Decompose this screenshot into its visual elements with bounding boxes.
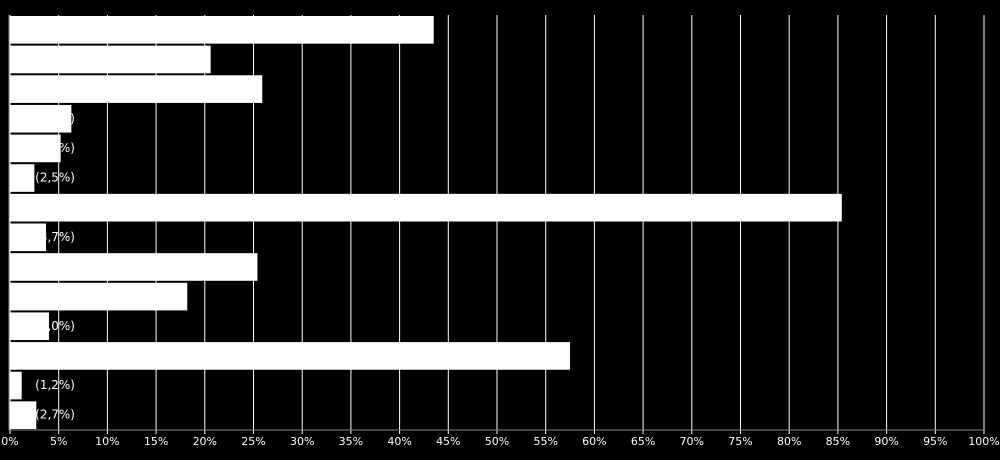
x-tick-label: 10% (95, 435, 119, 448)
x-tick-label: 30% (290, 435, 314, 448)
x-tick-label: 90% (874, 435, 898, 448)
x-tick-label: 5% (50, 435, 67, 448)
value-label: (2,5%) (35, 171, 75, 185)
x-tick-label: 40% (387, 435, 411, 448)
x-tick-label: 0% (1, 435, 18, 448)
x-tick-label: 95% (923, 435, 947, 448)
bar (10, 75, 263, 103)
bar (10, 371, 22, 400)
bar (10, 282, 188, 311)
x-tick-label: 55% (533, 435, 557, 448)
x-tick-label: 100% (968, 435, 999, 448)
x-tick-label: 70% (680, 435, 704, 448)
bar (10, 401, 37, 429)
bar (10, 342, 571, 370)
bar (10, 312, 49, 341)
x-tick-label: 20% (193, 435, 217, 448)
x-tick-label: 85% (826, 435, 850, 448)
bar (10, 164, 35, 192)
x-tick-label: 45% (436, 435, 460, 448)
x-tick-label: 25% (241, 435, 265, 448)
value-label: (2,7%) (35, 408, 75, 422)
bar (10, 134, 61, 163)
bar (10, 45, 211, 74)
x-tick-label: 80% (777, 435, 801, 448)
x-tick-label: 75% (728, 435, 752, 448)
bar (10, 253, 258, 281)
x-tick-label: 15% (144, 435, 168, 448)
x-tick-label: 50% (485, 435, 509, 448)
bar (10, 104, 72, 133)
x-tick-label: 60% (582, 435, 606, 448)
bar (10, 193, 842, 222)
bar (10, 223, 47, 252)
value-label: (1,2%) (35, 378, 75, 392)
bar (10, 16, 434, 44)
x-tick-label: 35% (339, 435, 363, 448)
x-tick-label: 65% (631, 435, 655, 448)
